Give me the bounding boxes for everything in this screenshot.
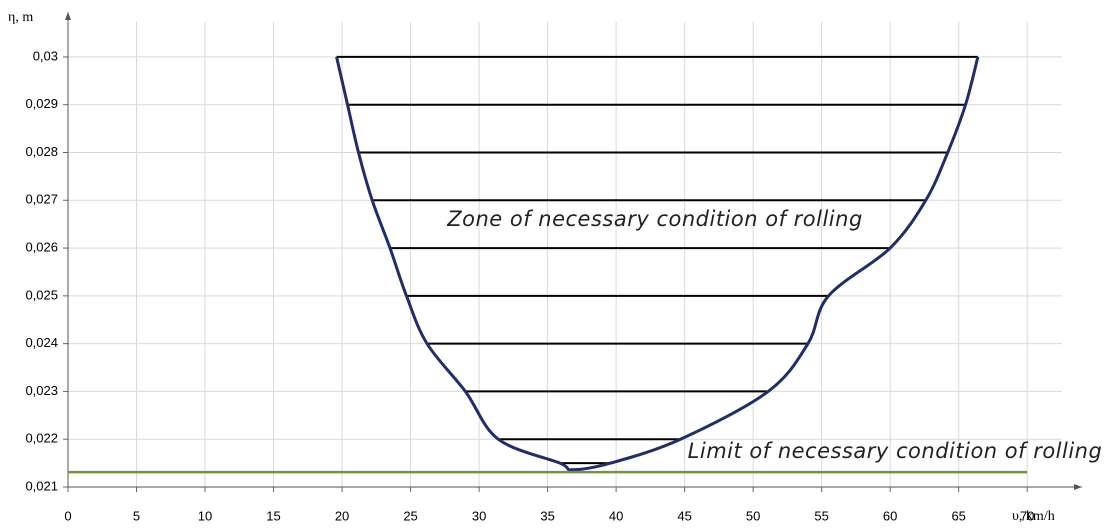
x-tick-label: 5	[133, 508, 140, 523]
x-tick-label: 70	[1020, 508, 1034, 523]
y-tick-label: 0,03	[33, 48, 58, 63]
x-tick-label: 30	[472, 508, 486, 523]
x-tick-label: 65	[951, 508, 965, 523]
y-axis-arrow	[65, 12, 71, 20]
x-axis-arrow	[1074, 484, 1082, 490]
series-line	[335, 56, 980, 472]
x-tick-label: 25	[403, 508, 417, 523]
x-axis-label: υ, km/h	[1012, 509, 1055, 524]
y-tick-label: 0,022	[25, 431, 58, 446]
y-tick-label: 0,025	[25, 287, 58, 302]
x-tick-label: 40	[609, 508, 623, 523]
zone-annotation: Zone of necessary condition of rolling	[446, 207, 863, 231]
y-tick-label: 0,026	[25, 240, 58, 255]
y-axis-label: η, m	[8, 10, 33, 25]
x-tick-label: 45	[677, 508, 691, 523]
y-tick-label: 0,024	[25, 335, 58, 350]
x-tick-label: 20	[335, 508, 349, 523]
x-tick-label: 0	[64, 508, 71, 523]
x-tick-label: 15	[266, 508, 280, 523]
x-tick-label: 50	[746, 508, 760, 523]
x-tick-label: 10	[198, 508, 212, 523]
y-tick-label: 0,021	[25, 478, 58, 493]
y-tick-label: 0,023	[25, 383, 58, 398]
x-tick-label: 55	[814, 508, 828, 523]
x-tick-label: 60	[883, 508, 897, 523]
x-tick-label: 35	[540, 508, 554, 523]
y-tick-label: 0,028	[25, 144, 58, 159]
y-tick-label: 0,027	[25, 192, 58, 207]
y-tick-label: 0,029	[25, 96, 58, 111]
limit-annotation: Limit of necessary condition of rolling	[688, 439, 1103, 463]
